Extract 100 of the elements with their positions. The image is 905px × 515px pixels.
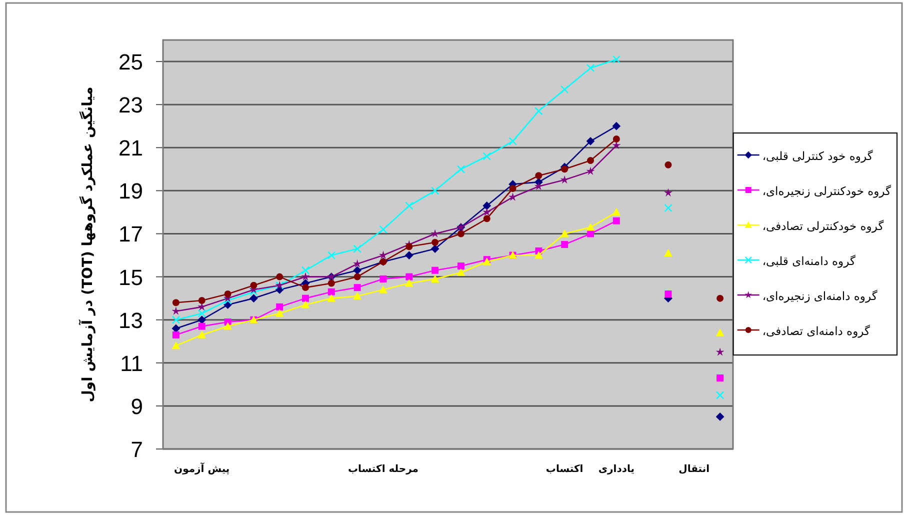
point bbox=[508, 192, 518, 201]
point bbox=[664, 161, 672, 168]
point bbox=[302, 294, 309, 302]
point bbox=[379, 286, 388, 294]
point bbox=[353, 292, 362, 300]
point bbox=[586, 223, 595, 231]
point bbox=[586, 166, 595, 175]
point bbox=[404, 279, 414, 287]
point bbox=[430, 186, 440, 195]
point bbox=[327, 294, 336, 302]
point bbox=[327, 251, 336, 260]
y-tick-label: 9 bbox=[130, 394, 143, 419]
point bbox=[302, 284, 309, 292]
y-tick-label: 25 bbox=[118, 50, 143, 75]
point bbox=[664, 204, 672, 212]
point bbox=[716, 412, 724, 421]
point bbox=[301, 272, 310, 280]
point bbox=[430, 274, 440, 282]
point bbox=[198, 322, 206, 330]
point bbox=[406, 243, 413, 250]
point bbox=[405, 202, 414, 210]
x-tick-label: اکتساب bbox=[546, 464, 584, 475]
point bbox=[328, 280, 335, 287]
y-axis-title: میانگین عملکرد گروهها (TOT) در آزمایش اول bbox=[78, 86, 96, 402]
point bbox=[378, 250, 388, 259]
point bbox=[276, 303, 284, 310]
point bbox=[457, 262, 464, 270]
point bbox=[456, 165, 466, 174]
point bbox=[224, 322, 232, 330]
point bbox=[432, 238, 439, 246]
point bbox=[352, 259, 362, 268]
point bbox=[224, 290, 232, 298]
y-tick-label: 19 bbox=[118, 178, 143, 204]
y-tick-label: 15 bbox=[118, 264, 143, 290]
x-tick-label: پیش آزمون bbox=[174, 462, 230, 475]
legend-label: گروه دامنه‌ای زنجیره‌ای، bbox=[762, 289, 878, 303]
point bbox=[380, 275, 387, 282]
point bbox=[406, 273, 413, 280]
point bbox=[561, 241, 568, 248]
legend-label: گروه خود کنترلی قلبی، bbox=[762, 149, 874, 163]
point bbox=[535, 172, 542, 180]
point bbox=[560, 230, 569, 238]
legend-label: گروه خودکنترلی زنجیره‌ای، bbox=[762, 184, 892, 198]
x-tick-label: انتقال bbox=[678, 464, 710, 475]
y-tick-label: 21 bbox=[118, 136, 143, 161]
point bbox=[612, 217, 620, 224]
point bbox=[301, 300, 310, 308]
point bbox=[224, 296, 232, 305]
point bbox=[404, 251, 414, 260]
point bbox=[456, 268, 466, 276]
point bbox=[172, 299, 180, 306]
point bbox=[354, 273, 361, 280]
point bbox=[172, 306, 180, 315]
point bbox=[716, 374, 724, 382]
x-tick-label: مرحله اکتساب bbox=[348, 464, 419, 475]
point bbox=[612, 55, 621, 64]
point bbox=[432, 266, 439, 274]
point bbox=[482, 202, 492, 210]
point bbox=[276, 273, 284, 280]
legend-label: گروه دامنه‌ای قلبی، bbox=[762, 254, 856, 268]
point bbox=[612, 122, 621, 130]
point bbox=[353, 244, 362, 253]
point bbox=[716, 348, 724, 356]
point bbox=[301, 266, 310, 274]
point bbox=[430, 229, 440, 238]
point bbox=[172, 316, 180, 324]
y-tick-label: 23 bbox=[118, 92, 143, 118]
point bbox=[509, 185, 516, 192]
y-tick-label: 13 bbox=[118, 308, 143, 333]
point bbox=[587, 157, 594, 164]
y-tick-label: 7 bbox=[130, 437, 143, 462]
point bbox=[716, 391, 724, 400]
point bbox=[275, 309, 284, 317]
point bbox=[483, 215, 490, 222]
point bbox=[379, 225, 388, 234]
legend-label: گروه خودکنترلی تصادفی، bbox=[762, 219, 884, 233]
point bbox=[664, 248, 672, 257]
point bbox=[612, 136, 620, 143]
y-tick-label: 11 bbox=[120, 350, 143, 376]
point bbox=[534, 251, 543, 259]
point bbox=[664, 290, 672, 298]
point bbox=[249, 294, 258, 303]
point bbox=[172, 341, 180, 350]
point bbox=[561, 166, 568, 173]
point bbox=[482, 208, 492, 216]
point bbox=[534, 106, 543, 116]
point bbox=[664, 188, 673, 197]
point bbox=[198, 309, 206, 318]
legend-label: گروه دامنه‌ای تصادفی، bbox=[762, 324, 870, 338]
point bbox=[716, 294, 724, 302]
y-tick-label: 17 bbox=[118, 222, 143, 247]
x-tick-label: یادداری bbox=[598, 464, 635, 475]
point bbox=[612, 208, 621, 216]
point bbox=[250, 288, 258, 296]
point bbox=[586, 136, 595, 146]
point bbox=[198, 296, 206, 304]
point bbox=[198, 330, 206, 338]
point bbox=[354, 284, 361, 292]
point bbox=[560, 85, 569, 94]
point bbox=[172, 331, 180, 338]
